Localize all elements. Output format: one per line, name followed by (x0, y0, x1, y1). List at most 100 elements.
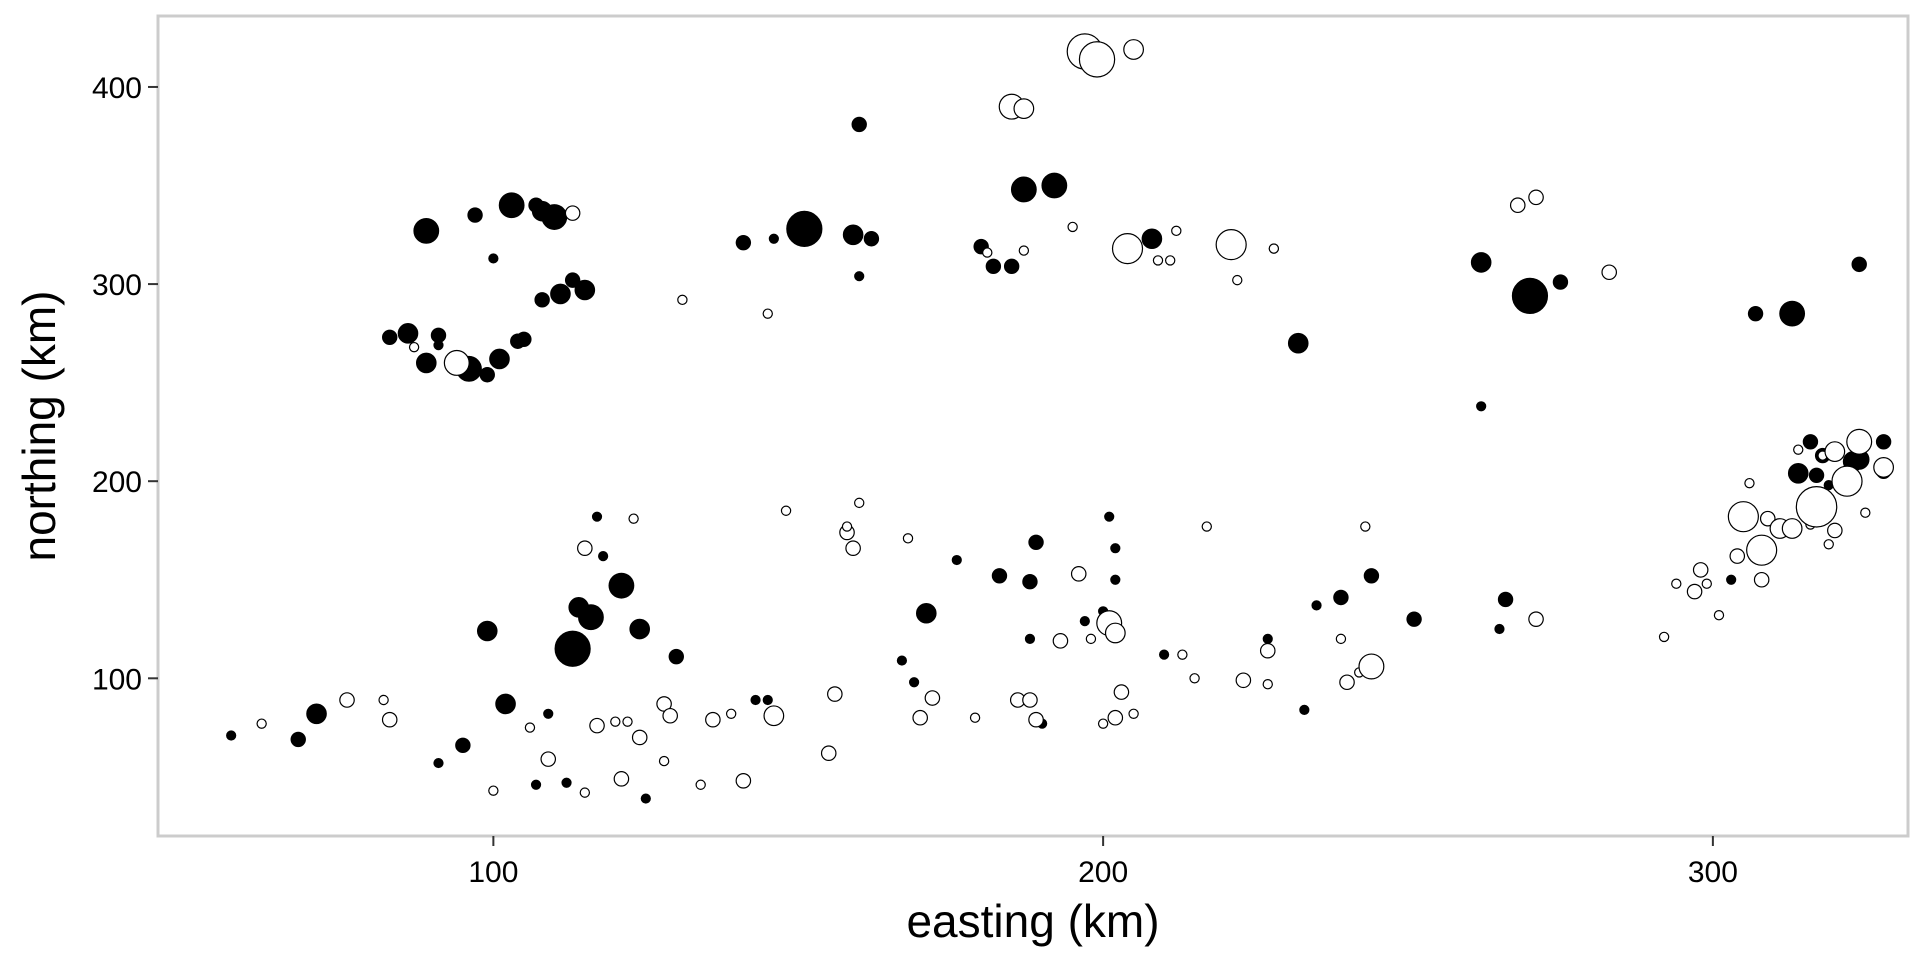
open-point (1018, 245, 1030, 256)
filled-point (1470, 252, 1492, 273)
y-tick-label: 200 (92, 466, 142, 499)
filled-point (629, 618, 651, 640)
x-tick-label: 200 (1078, 856, 1128, 889)
open-point (577, 540, 593, 557)
y-axis: 100 200 300 400 (92, 72, 158, 696)
filled-point (896, 655, 908, 666)
open-point (1339, 674, 1355, 691)
filled-point (476, 620, 498, 642)
open-point (854, 497, 865, 509)
open-point (564, 205, 581, 221)
filled-point (554, 630, 591, 667)
open-point (256, 718, 267, 729)
open-point (1152, 255, 1164, 266)
filled-point (591, 511, 603, 522)
filled-point (530, 779, 542, 790)
open-point (1070, 566, 1087, 582)
filled-point (851, 116, 867, 133)
filled-point (495, 693, 516, 715)
filled-point (1851, 256, 1867, 273)
open-point (827, 686, 843, 702)
open-point (1746, 534, 1778, 566)
open-point (695, 779, 706, 790)
filled-point (608, 572, 635, 599)
open-point (613, 771, 630, 787)
open-point (1078, 41, 1116, 78)
filled-point (991, 568, 1008, 584)
open-point (1846, 428, 1873, 455)
filled-point (750, 694, 761, 706)
filled-point (1311, 600, 1322, 611)
filled-point (1110, 543, 1121, 554)
filled-point (1003, 258, 1020, 275)
open-point (1177, 649, 1188, 660)
open-point (705, 711, 721, 728)
open-point (845, 540, 861, 557)
filled-point (1141, 228, 1163, 250)
x-tick-label: 300 (1688, 856, 1738, 889)
filled-point (985, 258, 1002, 275)
filled-point (413, 217, 440, 244)
open-point (1201, 521, 1212, 532)
open-point (1671, 578, 1682, 589)
open-point (524, 722, 536, 733)
open-point (762, 308, 773, 319)
open-point (1097, 718, 1109, 729)
open-point (1171, 225, 1182, 237)
filled-point (1024, 633, 1036, 644)
filled-point (455, 737, 471, 754)
points-layer (226, 33, 1895, 804)
filled-point (1497, 591, 1514, 608)
filled-point (488, 253, 499, 264)
filled-point (1028, 534, 1044, 550)
open-point (1686, 583, 1703, 600)
filled-point (467, 207, 483, 223)
filled-point (498, 192, 525, 219)
filled-point (1747, 305, 1764, 322)
filled-point (541, 204, 568, 230)
filled-point (1802, 434, 1819, 450)
open-point (1232, 274, 1243, 286)
open-point (443, 349, 470, 376)
open-point (1262, 679, 1273, 690)
open-point (1189, 673, 1200, 684)
filled-point (534, 292, 550, 308)
open-point (1701, 578, 1712, 589)
open-point (1028, 711, 1044, 728)
open-point (982, 247, 993, 258)
y-tick-label: 300 (92, 269, 142, 302)
open-point (1052, 633, 1069, 649)
open-point (1509, 197, 1526, 214)
open-point (1824, 441, 1846, 463)
open-point (1111, 232, 1144, 265)
open-point (1528, 611, 1544, 627)
open-point (1601, 264, 1618, 281)
open-point (488, 785, 499, 796)
open-point (924, 690, 941, 706)
filled-point (1158, 649, 1170, 660)
filled-point (564, 272, 581, 288)
filled-point (951, 554, 962, 566)
filled-point (842, 224, 864, 246)
open-point (1713, 610, 1725, 621)
open-point (1827, 522, 1843, 539)
open-point (1658, 631, 1670, 643)
filled-point (578, 604, 604, 631)
filled-point (1787, 463, 1809, 484)
filled-point (1363, 568, 1380, 584)
filled-point (290, 731, 306, 748)
filled-point (1552, 274, 1569, 290)
open-point (1692, 562, 1709, 578)
open-point (1259, 642, 1276, 659)
filled-point (226, 730, 237, 741)
open-point (1729, 548, 1746, 564)
filled-point (1022, 574, 1038, 590)
filled-point (762, 694, 773, 706)
filled-point (433, 757, 444, 769)
open-point (725, 708, 737, 719)
filled-point (1104, 511, 1115, 522)
open-point (1873, 456, 1895, 478)
open-point (631, 729, 648, 746)
open-point (1793, 444, 1804, 455)
